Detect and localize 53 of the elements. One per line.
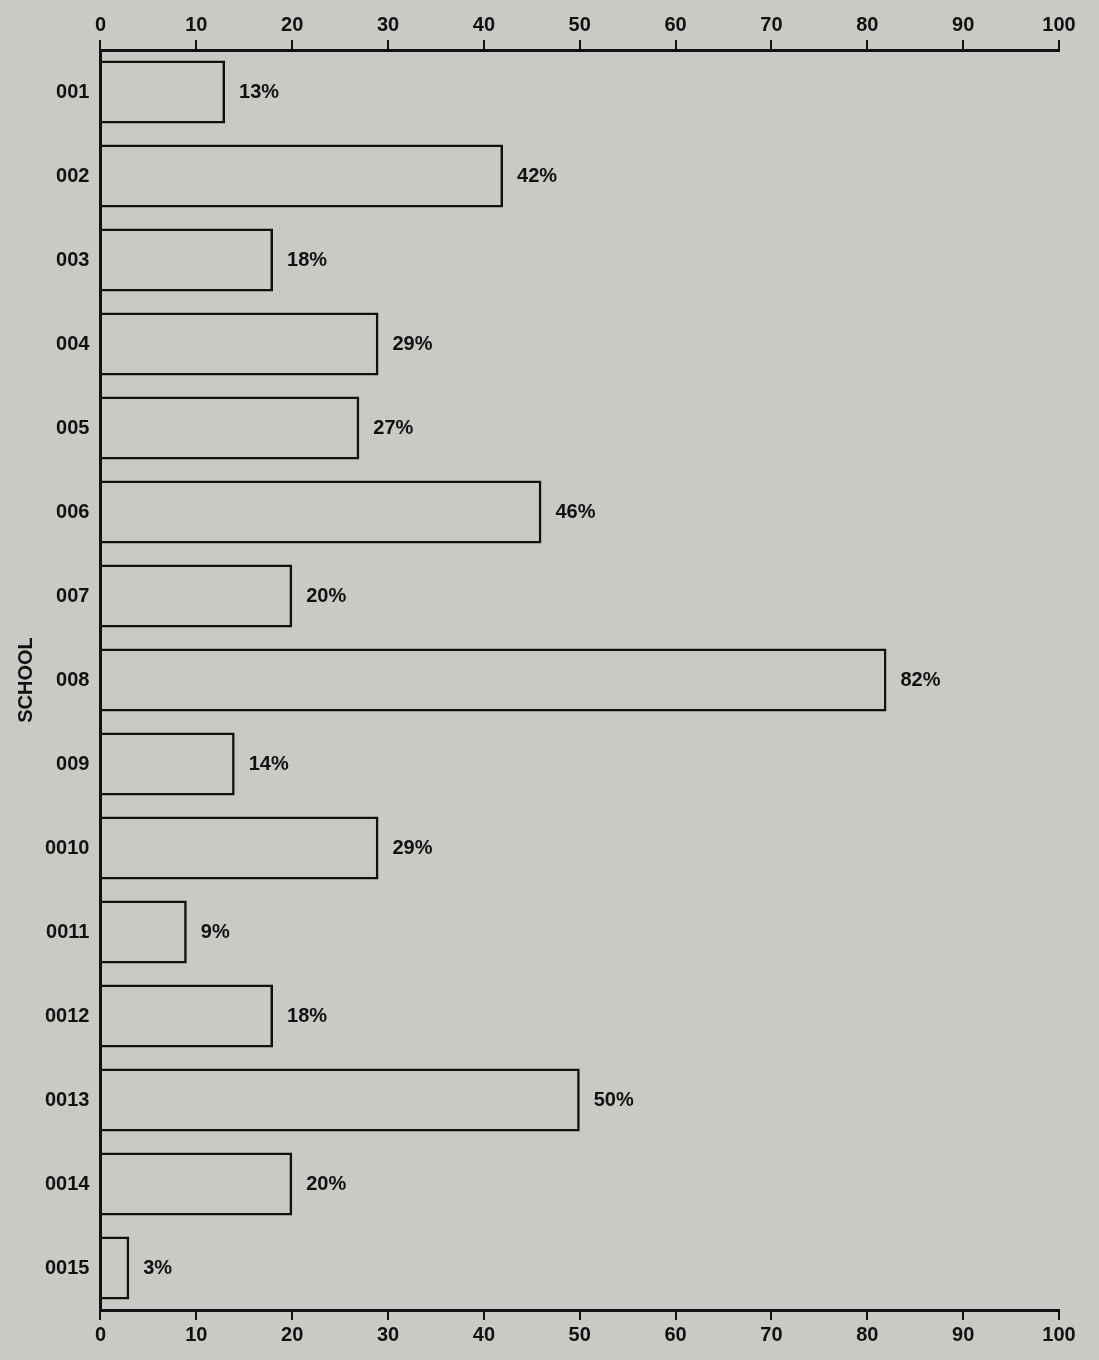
y-tick-label: 003 [56, 247, 90, 270]
x2-tick-label: 90 [952, 12, 975, 35]
y-tick-label: 0014 [44, 1171, 91, 1194]
x-tick-label: 20 [281, 1322, 304, 1345]
x2-tick-label: 100 [1042, 12, 1076, 35]
data-label: 9% [200, 919, 230, 942]
y-tick-label: 009 [56, 751, 90, 774]
data-label: 82% [900, 667, 941, 690]
y-tick-label: 004 [56, 331, 91, 354]
x2-tick-label: 10 [185, 12, 208, 35]
data-label: 20% [306, 583, 347, 606]
x2-tick-label: 20 [281, 12, 304, 35]
x-tick-label: 30 [376, 1322, 400, 1345]
data-label: 50% [593, 1087, 634, 1110]
x-tick-label: 70 [760, 1322, 783, 1345]
data-label: 46% [555, 499, 596, 522]
data-label: 3% [143, 1255, 173, 1278]
x2-tick-label: 40 [472, 12, 496, 35]
data-label: 14% [248, 751, 289, 774]
y-tick-label: 007 [56, 583, 90, 606]
y-tick-label: 008 [56, 667, 90, 690]
y-tick-label: 002 [56, 163, 90, 186]
x2-tick-label: 70 [760, 12, 783, 35]
x2-tick-label: 30 [376, 12, 400, 35]
y-tick-label: 001 [56, 79, 90, 102]
x2-tick-label: 80 [856, 12, 879, 35]
x-tick-label: 80 [856, 1322, 879, 1345]
x-tick-label: 50 [568, 1322, 591, 1345]
data-label: 29% [392, 331, 433, 354]
x-tick-label: 10 [185, 1322, 208, 1345]
y-axis-title: SCHOOL [13, 637, 36, 723]
y-tick-label: 0012 [44, 1003, 90, 1026]
data-label: 20% [306, 1171, 347, 1194]
x2-tick-label: 0 [94, 12, 107, 35]
x-tick-label: 40 [472, 1322, 496, 1345]
x2-tick-label: 60 [664, 12, 687, 35]
y-tick-label: 0015 [44, 1255, 90, 1278]
y-tick-label: 0013 [44, 1087, 90, 1110]
x-tick-label: 90 [952, 1322, 975, 1345]
y-tick-label: 006 [56, 499, 90, 522]
data-label: 29% [392, 835, 433, 858]
y-tick-label: 0010 [44, 835, 90, 858]
x-tick-label: 100 [1042, 1322, 1076, 1345]
data-label: 13% [239, 79, 280, 102]
x2-tick-label: 50 [568, 12, 591, 35]
y-tick-label: 005 [56, 415, 90, 438]
x-tick-label: 60 [664, 1322, 687, 1345]
data-label: 42% [517, 163, 558, 186]
x-tick-label: 0 [94, 1322, 107, 1345]
data-label: 18% [287, 1003, 328, 1026]
y-tick-label: 0011 [46, 919, 90, 942]
data-label: 27% [373, 415, 414, 438]
data-label: 18% [287, 247, 328, 270]
